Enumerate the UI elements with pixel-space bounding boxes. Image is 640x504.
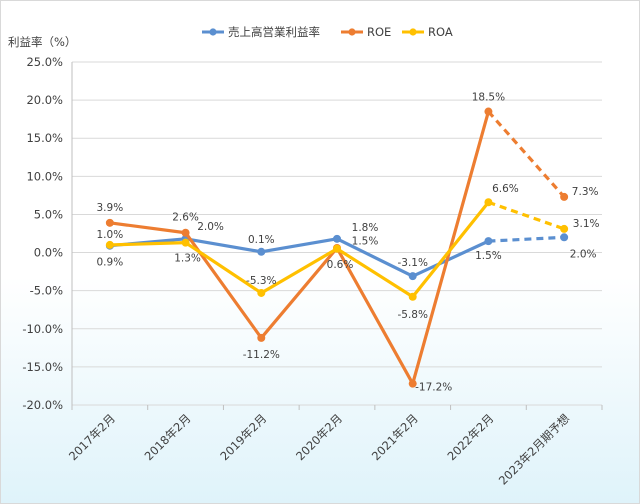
data-labels-layer: 0.9% 2.0% 0.1% 1.8% -3.1% 1.5% 2.0% 3.9% 2.6% -11… <box>97 92 600 394</box>
y-axis-ticks: -20.0% -15.0% -10.0% -5.0% 0.0% 5.0% 10.0% 15.0… <box>22 55 63 412</box>
data-label: -5.3% <box>246 275 276 287</box>
legend-swatch-marker <box>348 28 356 36</box>
data-label: -17.2% <box>415 382 452 394</box>
data-point <box>560 192 569 201</box>
x-tick-label: 2019年2月 <box>217 411 269 463</box>
legend-swatch-marker <box>409 28 417 36</box>
series-2 <box>105 198 569 301</box>
y-tick-label: 25.0% <box>26 55 63 69</box>
data-point <box>105 240 114 249</box>
data-point <box>181 238 190 247</box>
data-label: 0.9% <box>97 257 124 269</box>
data-label: 3.9% <box>97 202 124 214</box>
series-forecast-line <box>487 200 565 231</box>
data-label: 1.8% <box>352 222 379 234</box>
data-point <box>408 379 417 388</box>
data-point <box>408 272 417 281</box>
x-tick-label: 2021年2月 <box>369 411 421 463</box>
data-label: -5.8% <box>397 309 427 321</box>
data-label: -11.2% <box>243 349 280 361</box>
data-point <box>257 333 266 342</box>
y-tick-label: -20.0% <box>22 398 63 412</box>
data-point <box>484 107 493 116</box>
data-label: 2.0% <box>570 248 597 260</box>
y-tick-label: -10.0% <box>22 322 63 336</box>
legend-swatch-marker <box>209 28 217 36</box>
y-tick-label: -15.0% <box>22 360 63 374</box>
legend-label: ROE <box>367 25 391 39</box>
data-label: -3.1% <box>397 257 427 269</box>
data-point <box>408 292 417 301</box>
data-label: 18.5% <box>472 92 505 104</box>
x-tick-label: 2023年2月期予想 <box>496 411 572 487</box>
data-point <box>257 288 266 297</box>
data-label: 7.3% <box>572 186 599 198</box>
data-point <box>484 198 493 207</box>
y-axis-label: 利益率（%） <box>8 35 76 49</box>
legend-label: 売上高営業利益率 <box>228 25 320 39</box>
legend-item: ROA <box>402 25 453 39</box>
y-tick-label: 10.0% <box>26 169 63 183</box>
x-tick-label: 2022年2月 <box>445 411 497 463</box>
y-tick-label: -5.0% <box>30 284 63 298</box>
data-point <box>560 233 569 242</box>
x-tick-label: 2020年2月 <box>293 411 345 463</box>
legend: 売上高営業利益率 ROE ROA <box>202 25 453 39</box>
x-tick-label: 2018年2月 <box>142 411 194 463</box>
data-label: 1.0% <box>97 229 124 241</box>
data-label: 1.3% <box>174 253 201 265</box>
data-label: 1.5% <box>475 250 502 262</box>
data-label: 2.0% <box>197 221 224 233</box>
data-point <box>181 228 190 237</box>
legend-label: ROA <box>428 25 453 39</box>
data-label: 1.5% <box>352 236 379 248</box>
data-label: 6.6% <box>492 183 519 195</box>
data-point <box>484 237 493 246</box>
grid <box>71 61 603 410</box>
data-point <box>333 244 341 253</box>
data-point <box>333 234 341 243</box>
data-label: 2.6% <box>172 212 199 224</box>
y-tick-label: 5.0% <box>34 207 63 221</box>
data-point <box>105 218 114 227</box>
series-line <box>108 237 491 278</box>
y-tick-label: 20.0% <box>26 93 63 107</box>
data-label: 3.1% <box>573 218 600 230</box>
legend-item: 売上高営業利益率 <box>202 25 320 39</box>
x-tick-label: 2017年2月 <box>66 411 118 463</box>
y-tick-label: 0.0% <box>34 246 63 260</box>
legend-item: ROE <box>341 25 391 39</box>
series-layer <box>105 107 569 388</box>
y-tick-label: 15.0% <box>26 131 63 145</box>
series-line <box>108 109 491 386</box>
series-forecast-line <box>488 235 565 243</box>
x-axis-ticks: 2017年2月 2018年2月 2019年2月 2020年2月 2021年2月 2022年… <box>66 411 572 487</box>
data-point <box>560 224 569 233</box>
data-label: 0.6% <box>327 259 354 271</box>
data-label: 0.1% <box>248 234 275 246</box>
series-line <box>108 200 491 299</box>
data-point <box>257 247 266 256</box>
